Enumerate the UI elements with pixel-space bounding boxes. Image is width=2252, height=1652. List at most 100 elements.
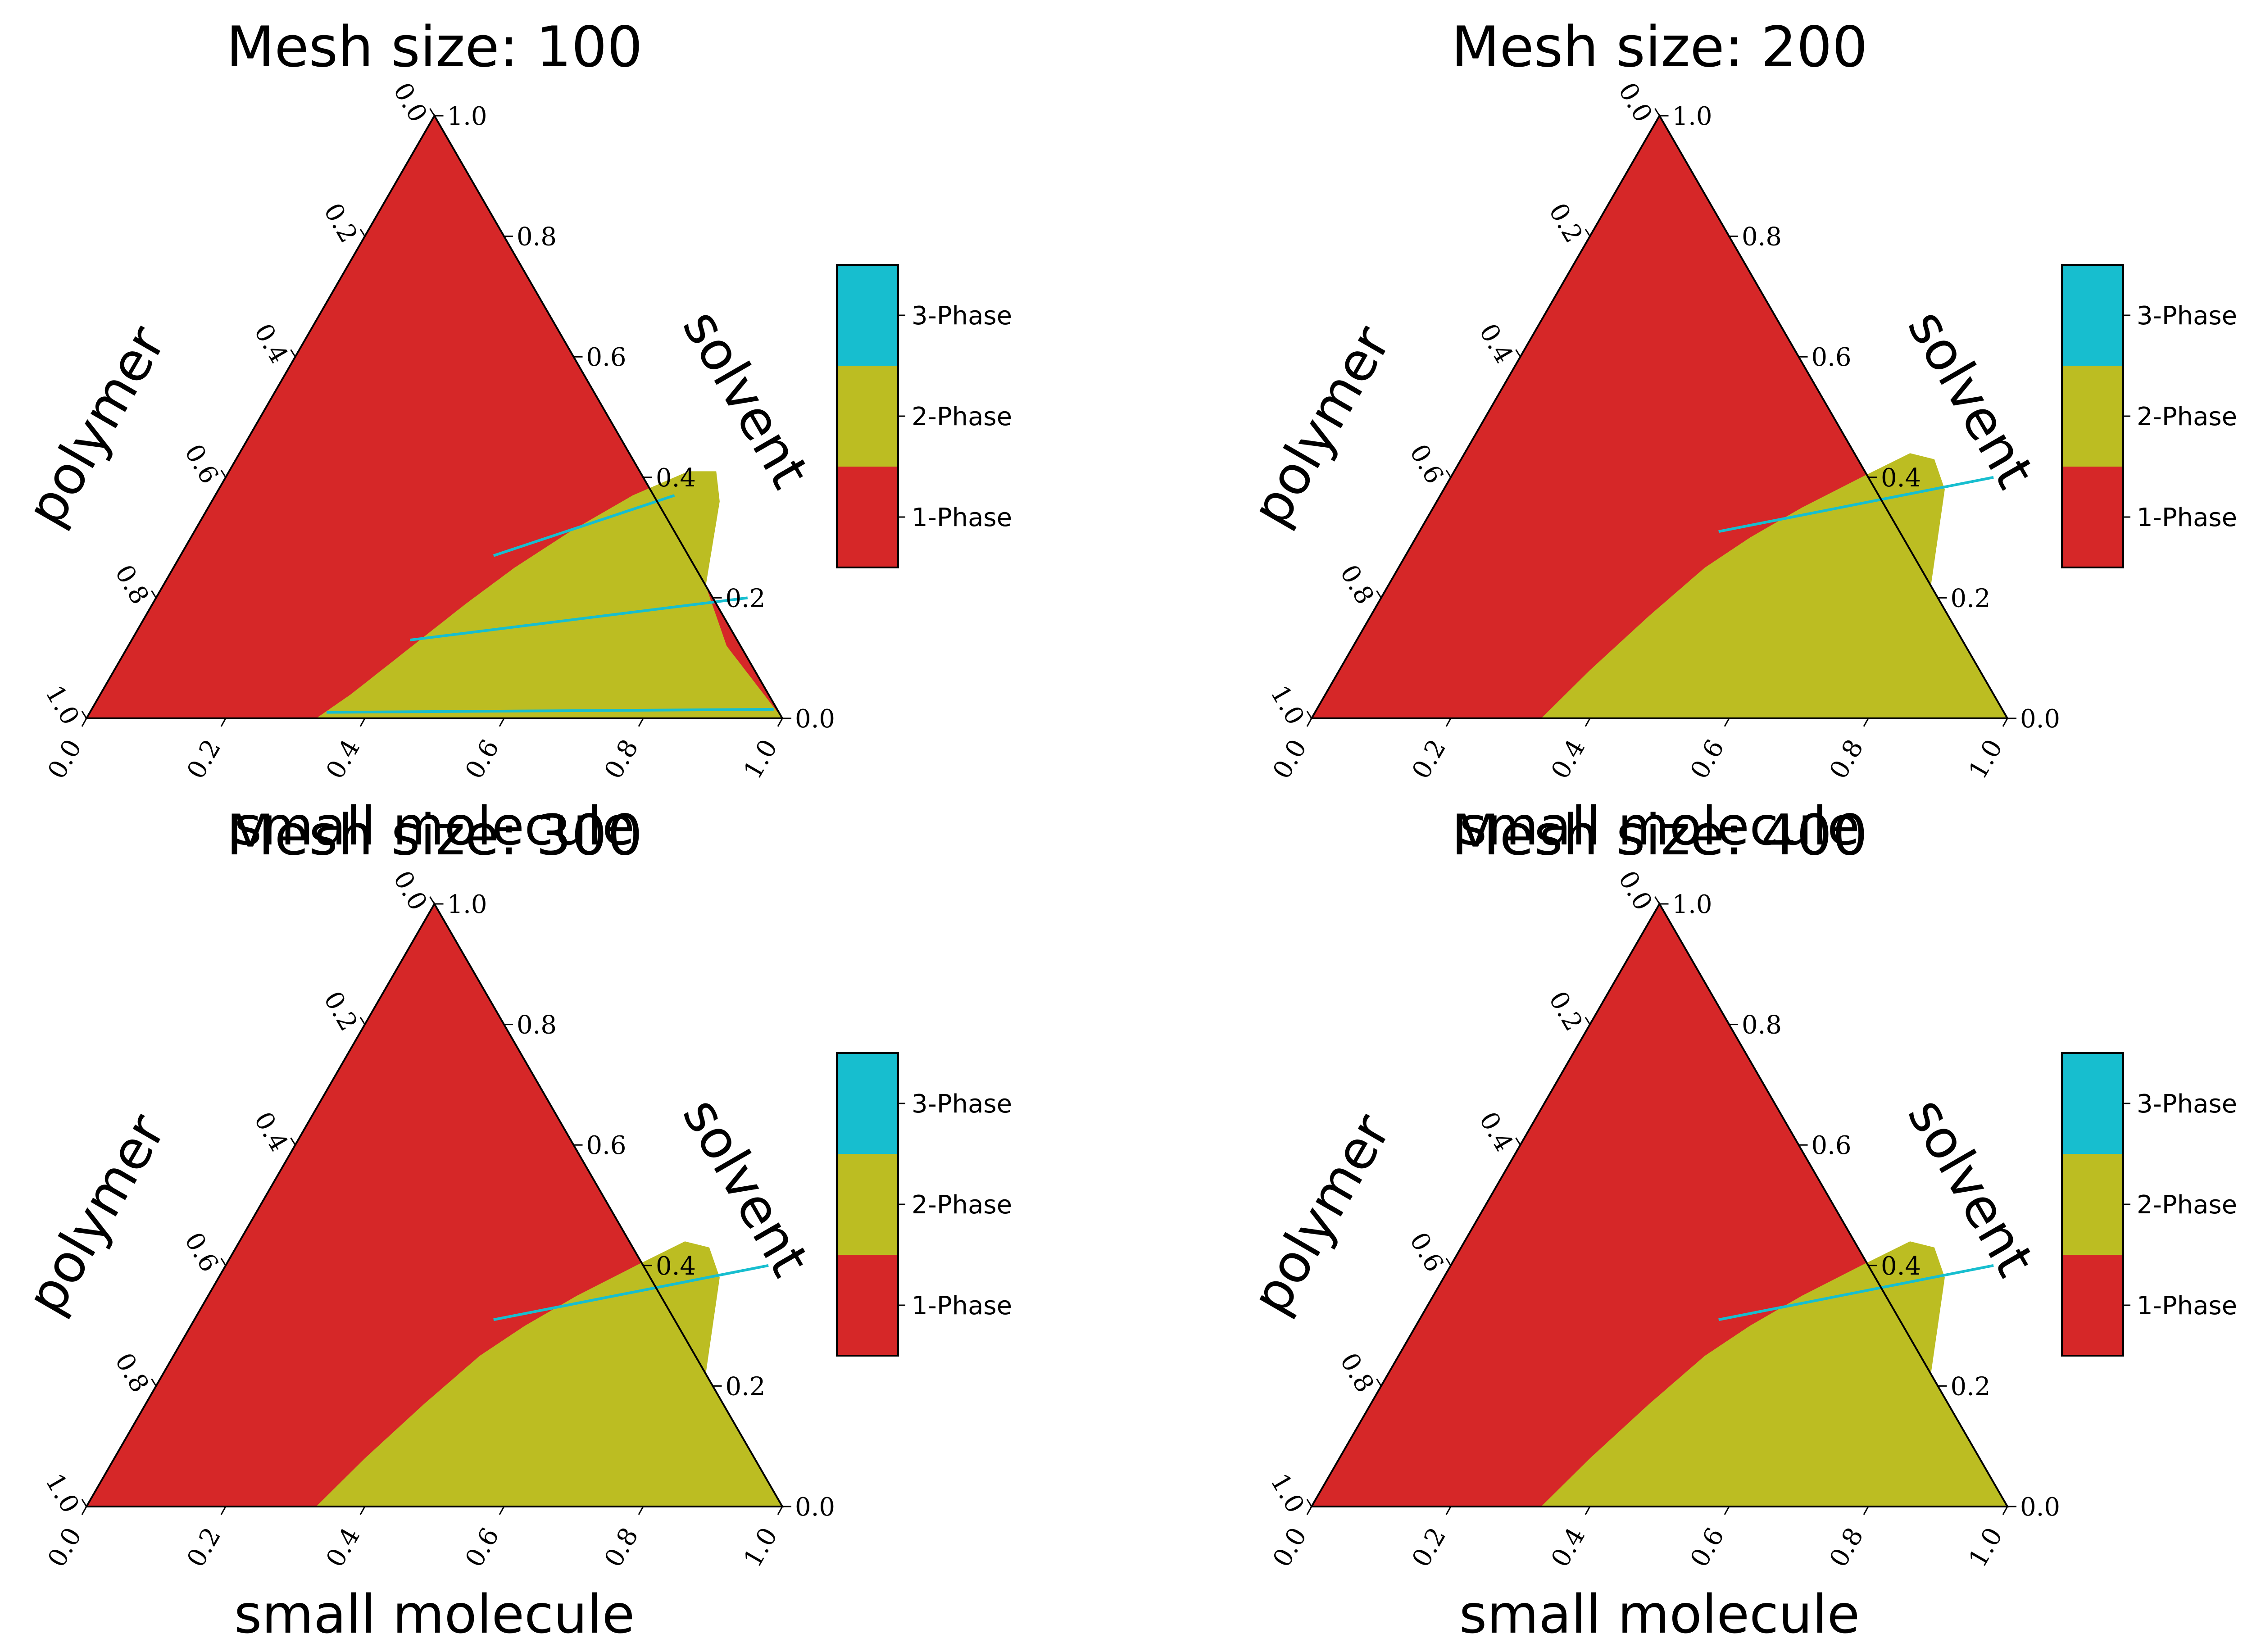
legend-swatch [2062, 467, 2123, 567]
right-tick-label: 0.2 [726, 584, 766, 613]
bottom-tick [220, 1506, 227, 1515]
right-tick-label: 0.8 [517, 1011, 557, 1040]
legend-swatch [837, 1154, 898, 1255]
left-tick [1515, 349, 1521, 357]
right-tick-label: 1.0 [447, 102, 487, 131]
left-tick-label: 0.4 [248, 1107, 294, 1157]
bottom-tick-label: 0.0 [1267, 735, 1313, 784]
left-tick-label: 0.6 [1404, 440, 1449, 489]
left-tick [359, 1017, 366, 1025]
bottom-axis-label: small molecule [234, 795, 635, 857]
right-tick-label: 0.0 [795, 1493, 835, 1522]
left-tick-label: 0.2 [318, 987, 363, 1036]
right-tick-label: 0.8 [517, 222, 557, 252]
phase-legend: 3-Phase 2-Phase 1-Phase [2061, 1052, 2237, 1357]
right-tick-label: 0.6 [586, 1131, 627, 1160]
bottom-tick [2002, 1506, 2008, 1515]
three-phase-tieline [1718, 476, 1994, 533]
bottom-tick [1306, 718, 1312, 727]
bottom-tick [499, 1506, 505, 1515]
right-tick-label: 1.0 [1672, 890, 1712, 919]
legend-frame [2061, 264, 2124, 568]
triangle-frame [85, 113, 784, 719]
bottom-tick-label: 0.8 [1824, 735, 1870, 784]
three-phase-tieline [1718, 1264, 1994, 1321]
left-tick [1376, 590, 1382, 599]
legend-label: 1-Phase [2137, 503, 2237, 532]
plot-title: Mesh size: 300 [226, 803, 642, 868]
legend-label: 2-Phase [912, 402, 1012, 431]
left-axis-label: polymer [14, 315, 178, 536]
left-tick [1654, 896, 1660, 904]
right-tick-label: 0.6 [1812, 343, 1852, 372]
bottom-tick-label: 0.0 [42, 1523, 88, 1572]
legend-frame [2061, 1052, 2124, 1357]
right-tick-label: 0.6 [586, 343, 627, 372]
right-tick-label: 0.4 [656, 463, 696, 493]
left-tick [1306, 1499, 1312, 1507]
left-tick-label: 0.0 [1612, 866, 1658, 916]
bottom-tick [2002, 718, 2008, 727]
bottom-tick-label: 1.0 [1963, 735, 2009, 784]
left-tick [1654, 108, 1660, 116]
bottom-tick [1585, 1506, 1591, 1515]
left-tick-label: 1.0 [1265, 1469, 1310, 1518]
left-tick-label: 0.8 [1334, 560, 1380, 609]
bottom-tick-label: 0.2 [182, 1523, 227, 1572]
legend-swatch [837, 366, 898, 467]
left-tick [1376, 1378, 1382, 1387]
left-tick-label: 0.4 [1473, 319, 1519, 368]
bottom-tick-label: 0.6 [460, 1523, 505, 1572]
left-tick [290, 1137, 296, 1145]
right-tick-label: 0.2 [1951, 1372, 1991, 1401]
bottom-tick-label: 0.6 [1685, 1523, 1730, 1572]
right-tick-label: 0.4 [656, 1252, 696, 1281]
left-tick-label: 1.0 [40, 1469, 85, 1518]
left-tick-label: 0.2 [318, 199, 363, 248]
bottom-tick-label: 0.8 [599, 735, 645, 784]
left-tick [359, 228, 366, 237]
legend-label: 1-Phase [912, 1291, 1012, 1321]
legend-swatch [2062, 265, 2123, 366]
legend-label: 3-Phase [2137, 301, 2237, 331]
left-tick [220, 470, 227, 478]
three-phase-tieline [493, 1264, 769, 1321]
left-tick [429, 896, 435, 904]
left-tick [1585, 1017, 1591, 1025]
bottom-tick [638, 1506, 644, 1515]
bottom-tick-label: 0.4 [321, 1523, 366, 1572]
bottom-tick-label: 1.0 [738, 1523, 784, 1572]
left-tick [81, 711, 87, 719]
bottom-tick [1445, 718, 1452, 727]
bottom-tick-label: 0.2 [182, 735, 227, 784]
bottom-tick [1724, 718, 1730, 727]
right-tick-label: 0.0 [795, 704, 835, 734]
legend-swatch [837, 467, 898, 567]
right-tick-label: 0.0 [2020, 704, 2060, 734]
ternary-plot-3: 0.0 0.0 0.0 0.2 0.2 0.2 0.4 0.4 0.4 0.6 0.6 0.6 0.8 0… [14, 803, 1012, 1645]
left-tick-label: 0.0 [387, 866, 433, 916]
plot-title: Mesh size: 400 [1451, 803, 1867, 868]
left-tick [81, 1499, 87, 1507]
plot-title: Mesh size: 100 [226, 15, 642, 80]
two-phase-region [1541, 453, 2007, 718]
bottom-tick-label: 0.4 [321, 735, 366, 784]
bottom-tick-label: 1.0 [1963, 1523, 2009, 1572]
bottom-tick [1445, 1506, 1452, 1515]
legend-swatch [2062, 1255, 2123, 1356]
bottom-tick [777, 718, 783, 727]
left-tick [220, 1258, 227, 1266]
legend-label: 2-Phase [2137, 402, 2237, 431]
triangle-frame [1310, 902, 2009, 1507]
three-phase-tieline [493, 494, 675, 557]
bottom-tick [359, 718, 366, 727]
left-tick-label: 0.0 [387, 78, 433, 127]
bottom-tick [1585, 718, 1591, 727]
left-tick-label: 1.0 [1265, 681, 1310, 730]
left-tick [151, 1378, 157, 1387]
bottom-tick-label: 0.4 [1546, 1523, 1591, 1572]
triangle-frame [85, 902, 784, 1507]
legend-swatch [2062, 366, 2123, 467]
bottom-tick-label: 0.8 [599, 1523, 645, 1572]
